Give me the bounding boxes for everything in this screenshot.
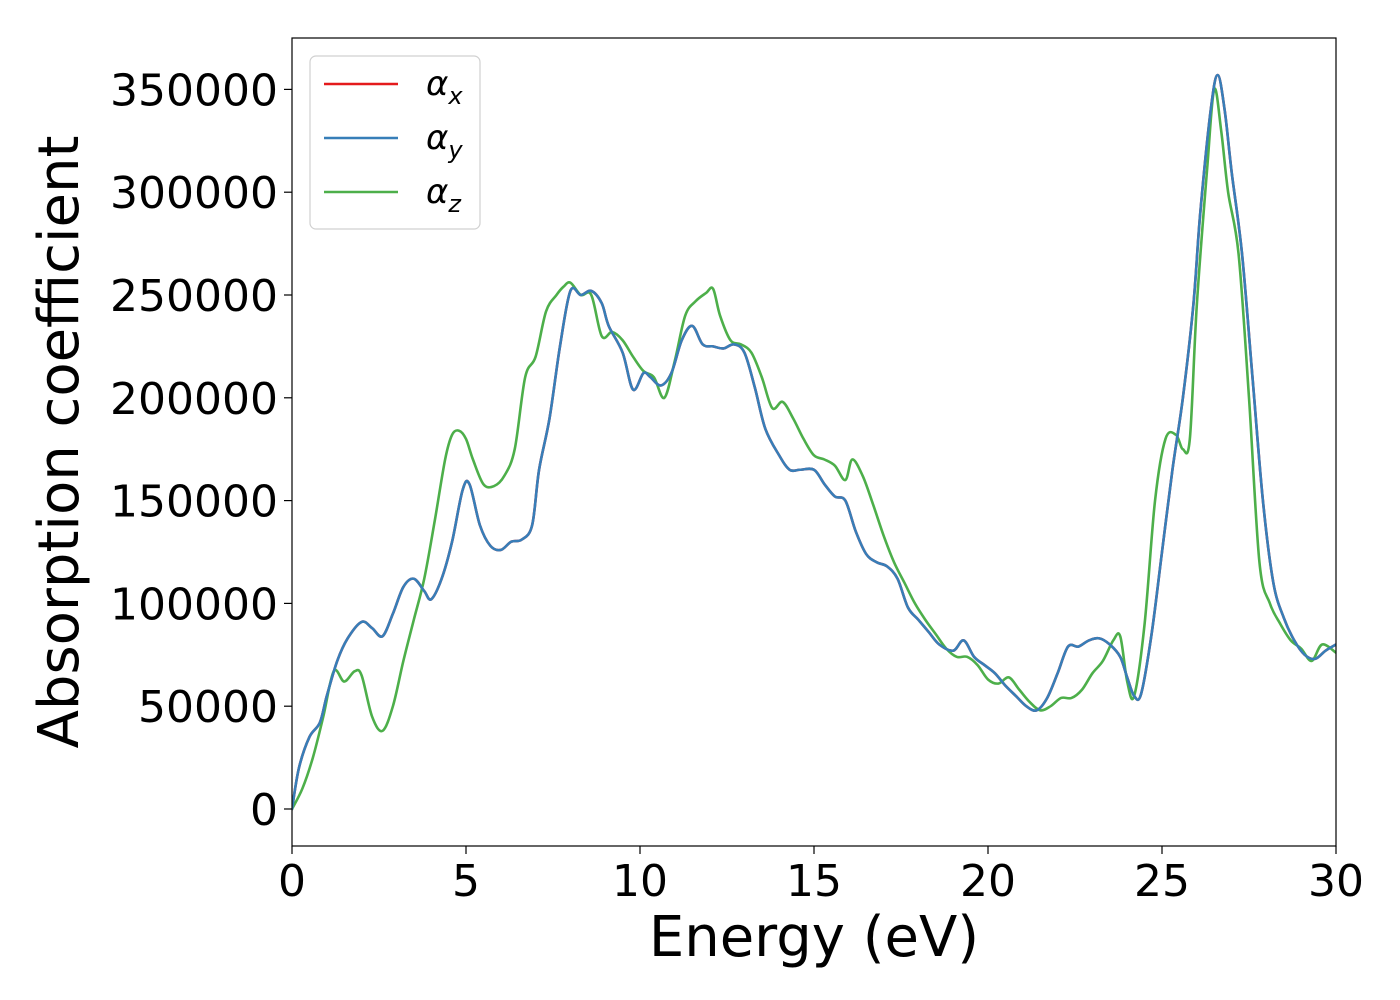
legend-label-z: αz xyxy=(426,172,462,218)
y-axis: 0 50000 100000 150000 200000 250000 300000 3500… xyxy=(110,65,292,836)
legend-subscript: z xyxy=(447,190,462,218)
y-tick-label: 100000 xyxy=(110,579,278,630)
legend-label-x: αx xyxy=(426,64,463,110)
y-tick-label: 350000 xyxy=(110,65,278,116)
x-tick-label: 25 xyxy=(1134,856,1190,907)
legend-box xyxy=(309,55,481,230)
series-line-y xyxy=(292,73,1336,811)
y-tick-label: 50000 xyxy=(138,682,278,733)
x-axis: 0 5 10 15 20 25 30 xyxy=(278,846,1364,907)
x-tick-label: 15 xyxy=(786,856,842,907)
x-tick-label: 30 xyxy=(1308,856,1364,907)
series-layer xyxy=(292,73,1336,811)
x-tick-label: 20 xyxy=(960,856,1016,907)
y-axis-title: Absorption coefficient xyxy=(27,136,92,749)
y-tick-label: 150000 xyxy=(110,477,278,528)
y-tick-label: 0 xyxy=(250,785,278,836)
legend-symbol: α xyxy=(426,118,448,158)
y-tick-label: 250000 xyxy=(110,271,278,322)
series-line-z xyxy=(292,87,1336,811)
x-tick-label: 10 xyxy=(612,856,668,907)
legend-subscript: y xyxy=(447,136,463,164)
y-tick-label: 200000 xyxy=(110,374,278,425)
y-tick-label: 300000 xyxy=(110,168,278,219)
x-axis-title: Energy (eV) xyxy=(649,905,979,970)
legend-symbol: α xyxy=(426,172,448,212)
x-tick-label: 5 xyxy=(452,856,480,907)
legend-subscript: x xyxy=(447,82,463,110)
legend-label-y: αy xyxy=(426,118,463,164)
legend-symbol: α xyxy=(426,64,448,104)
x-tick-label: 0 xyxy=(278,856,306,907)
